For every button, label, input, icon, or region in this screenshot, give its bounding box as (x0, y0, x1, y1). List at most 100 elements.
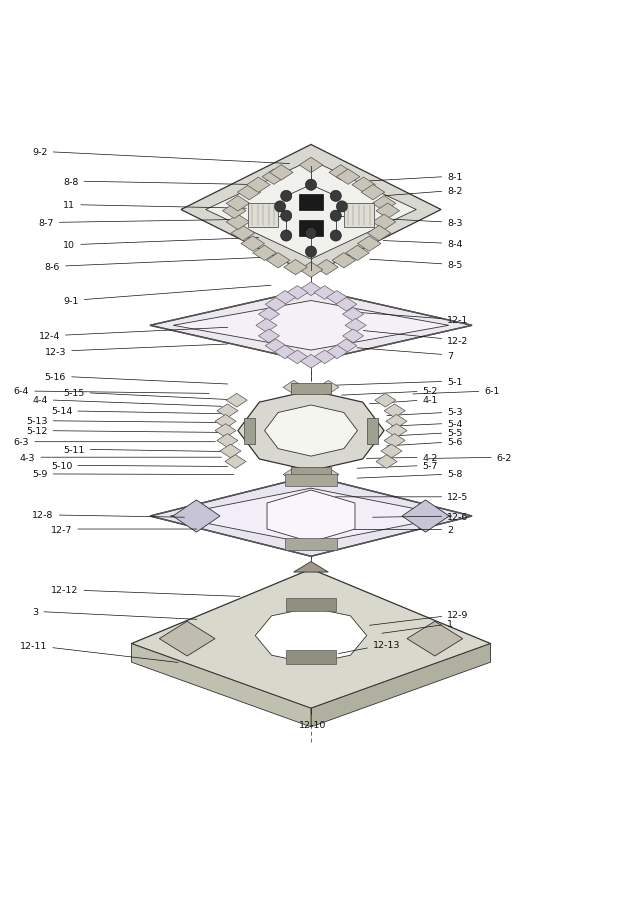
Text: 8-8: 8-8 (63, 177, 265, 186)
Polygon shape (150, 476, 472, 556)
Polygon shape (345, 319, 366, 333)
Polygon shape (265, 340, 286, 353)
Polygon shape (150, 290, 472, 362)
Text: 8-5: 8-5 (369, 260, 463, 270)
Bar (290, 384, 332, 395)
Text: 6-4: 6-4 (14, 387, 209, 396)
Polygon shape (318, 381, 339, 395)
Polygon shape (299, 263, 323, 278)
Circle shape (330, 211, 341, 222)
Polygon shape (402, 500, 449, 533)
Text: 8-1: 8-1 (369, 172, 463, 182)
Polygon shape (274, 292, 295, 305)
Text: 5-15: 5-15 (63, 388, 228, 400)
Polygon shape (346, 246, 369, 261)
Text: 2: 2 (354, 526, 453, 535)
Polygon shape (173, 500, 220, 533)
Text: 6-2: 6-2 (432, 453, 512, 462)
Polygon shape (297, 470, 325, 478)
Text: 9-2: 9-2 (32, 147, 290, 164)
Polygon shape (384, 434, 405, 448)
Polygon shape (159, 621, 215, 656)
Polygon shape (314, 286, 335, 300)
Polygon shape (173, 302, 449, 350)
Polygon shape (255, 608, 367, 664)
Text: 12-6: 12-6 (373, 512, 468, 521)
Polygon shape (386, 424, 407, 438)
Polygon shape (343, 308, 364, 321)
Polygon shape (294, 562, 328, 573)
Circle shape (330, 230, 341, 242)
Polygon shape (318, 468, 339, 482)
Text: 5-4: 5-4 (391, 419, 463, 428)
Polygon shape (300, 355, 322, 368)
Text: 5-7: 5-7 (357, 461, 438, 470)
Text: 8-4: 8-4 (383, 240, 463, 249)
Text: 1: 1 (382, 619, 453, 634)
Text: 5-8: 5-8 (357, 470, 463, 479)
Polygon shape (226, 394, 247, 407)
Text: 5-1: 5-1 (332, 377, 463, 386)
Circle shape (281, 230, 292, 242)
Polygon shape (361, 185, 384, 200)
Polygon shape (266, 254, 290, 268)
Polygon shape (217, 405, 238, 418)
Polygon shape (265, 298, 286, 312)
Polygon shape (264, 405, 358, 457)
Polygon shape (238, 185, 261, 200)
Circle shape (281, 211, 292, 222)
Polygon shape (358, 237, 381, 252)
Polygon shape (238, 391, 384, 471)
Bar (243, 418, 254, 444)
Text: 9-1: 9-1 (63, 286, 271, 306)
Polygon shape (226, 197, 249, 211)
Polygon shape (368, 226, 391, 241)
Text: 4-1: 4-1 (369, 396, 438, 405)
Text: 3: 3 (32, 607, 197, 619)
Polygon shape (336, 340, 357, 353)
Text: 12-12: 12-12 (51, 585, 240, 597)
Polygon shape (206, 161, 416, 260)
Circle shape (281, 191, 292, 202)
Text: 8-2: 8-2 (385, 187, 463, 197)
Polygon shape (284, 260, 307, 275)
Polygon shape (170, 489, 452, 545)
Text: 5-6: 5-6 (387, 438, 463, 447)
Bar (248, 203, 278, 228)
Polygon shape (223, 204, 246, 219)
Text: 5-9: 5-9 (32, 470, 234, 479)
Text: 12-1: 12-1 (351, 312, 468, 325)
Circle shape (330, 191, 341, 202)
Bar (285, 538, 337, 551)
Text: 12-13: 12-13 (338, 640, 401, 654)
Polygon shape (262, 170, 285, 185)
Polygon shape (215, 424, 236, 438)
Polygon shape (373, 215, 396, 230)
Polygon shape (246, 178, 270, 193)
Text: 7: 7 (357, 349, 453, 360)
Polygon shape (337, 170, 360, 185)
Text: 8-7: 8-7 (39, 219, 240, 228)
Polygon shape (373, 197, 396, 211)
Polygon shape (215, 415, 236, 429)
Polygon shape (241, 237, 264, 252)
Bar (344, 203, 374, 228)
Text: 12-10: 12-10 (299, 709, 326, 730)
Polygon shape (225, 455, 246, 469)
Text: 5-13: 5-13 (26, 416, 221, 425)
Polygon shape (343, 330, 364, 343)
Text: 8-6: 8-6 (45, 258, 265, 272)
Polygon shape (231, 226, 254, 241)
Polygon shape (329, 165, 353, 181)
Polygon shape (315, 260, 338, 275)
Text: 6-1: 6-1 (413, 387, 499, 396)
Polygon shape (407, 621, 463, 656)
Text: 10: 10 (63, 238, 259, 250)
Text: 4-2: 4-2 (366, 453, 438, 462)
Polygon shape (336, 298, 357, 312)
Polygon shape (375, 394, 396, 407)
Polygon shape (376, 455, 397, 469)
Text: 5-11: 5-11 (63, 445, 228, 454)
Text: 8-3: 8-3 (387, 219, 463, 228)
Text: 12-4: 12-4 (39, 328, 228, 341)
